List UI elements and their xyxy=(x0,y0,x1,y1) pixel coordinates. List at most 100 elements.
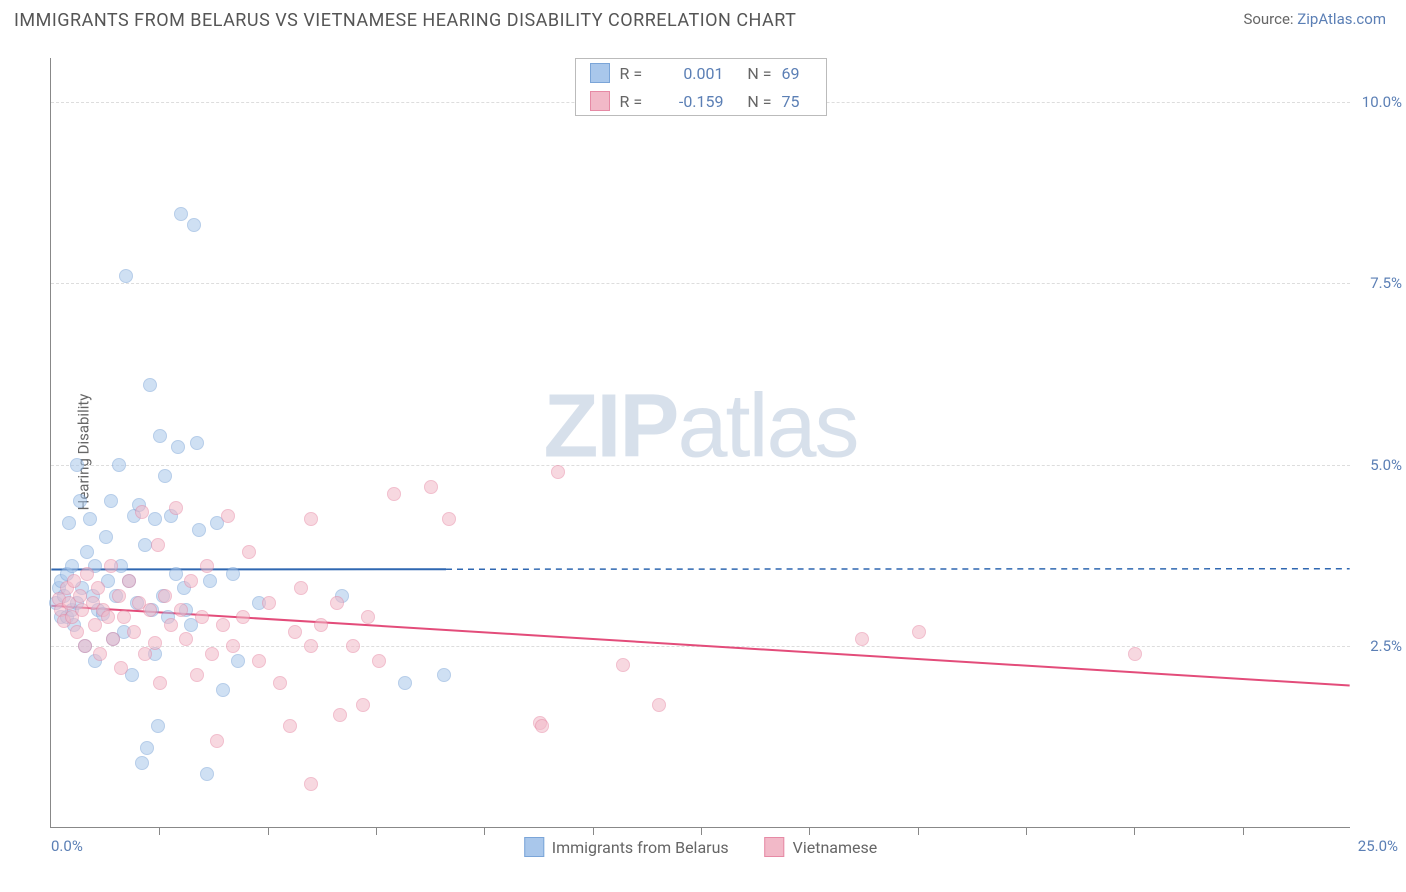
data-point-belarus xyxy=(119,269,133,283)
y-tick-label: 10.0% xyxy=(1362,93,1402,111)
n-label: N = xyxy=(738,92,772,111)
gridline xyxy=(51,646,1350,647)
data-point-belarus xyxy=(187,218,201,232)
r-value: 0.001 xyxy=(664,64,724,83)
y-axis-label: Hearing Disability xyxy=(74,394,92,511)
watermark: ZIPatlas xyxy=(543,376,857,479)
source-attribution: Source: ZipAtlas.com xyxy=(1243,10,1386,28)
r-label: R = xyxy=(620,64,654,83)
data-point-belarus xyxy=(192,523,206,537)
data-point-belarus xyxy=(169,567,183,581)
data-point-vietnamese xyxy=(148,636,162,650)
data-point-belarus xyxy=(158,469,172,483)
data-point-vietnamese xyxy=(205,647,219,661)
data-point-vietnamese xyxy=(73,589,87,603)
legend-item-vietnamese: Vietnamese xyxy=(765,837,878,857)
data-point-belarus xyxy=(200,767,214,781)
data-point-vietnamese xyxy=(216,618,230,632)
data-point-vietnamese xyxy=(424,480,438,494)
data-point-vietnamese xyxy=(442,512,456,526)
x-tick xyxy=(268,827,269,835)
n-label: N = xyxy=(738,64,772,83)
data-point-belarus xyxy=(148,512,162,526)
y-tick-label: 7.5% xyxy=(1370,274,1402,292)
n-value: 75 xyxy=(782,92,812,111)
x-tick xyxy=(809,827,810,835)
x-axis-max-label: 25.0% xyxy=(1358,837,1398,855)
legend-swatch xyxy=(765,837,785,857)
data-point-vietnamese xyxy=(288,625,302,639)
source-link[interactable]: ZipAtlas.com xyxy=(1297,10,1386,28)
data-point-vietnamese xyxy=(88,618,102,632)
data-point-vietnamese xyxy=(236,610,250,624)
data-point-vietnamese xyxy=(78,639,92,653)
data-point-vietnamese xyxy=(273,676,287,690)
data-point-vietnamese xyxy=(252,654,266,668)
data-point-vietnamese xyxy=(195,610,209,624)
legend-row-belarus: R =0.001N =69 xyxy=(576,59,826,87)
x-tick xyxy=(484,827,485,835)
data-point-belarus xyxy=(153,429,167,443)
data-point-vietnamese xyxy=(304,777,318,791)
data-point-vietnamese xyxy=(372,654,386,668)
data-point-vietnamese xyxy=(283,719,297,733)
x-tick xyxy=(1026,827,1027,835)
data-point-belarus xyxy=(437,668,451,682)
x-tick xyxy=(1243,827,1244,835)
legend-row-vietnamese: R =-0.159N =75 xyxy=(576,87,826,115)
legend-item-belarus: Immigrants from Belarus xyxy=(524,837,729,857)
data-point-belarus xyxy=(174,207,188,221)
data-point-vietnamese xyxy=(91,581,105,595)
data-point-belarus xyxy=(190,436,204,450)
legend-swatch xyxy=(590,63,610,83)
correlation-legend: R =0.001N =69R =-0.159N =75 xyxy=(575,58,827,116)
data-point-vietnamese xyxy=(158,589,172,603)
data-point-belarus xyxy=(398,676,412,690)
chart-title: IMMIGRANTS FROM BELARUS VS VIETNAMESE HE… xyxy=(14,10,796,31)
data-point-vietnamese xyxy=(535,719,549,733)
data-point-belarus xyxy=(73,494,87,508)
series-legend: Immigrants from Belarus Vietnamese xyxy=(524,837,878,857)
legend-label: Vietnamese xyxy=(793,838,878,857)
data-point-vietnamese xyxy=(200,559,214,573)
data-point-vietnamese xyxy=(912,625,926,639)
data-point-vietnamese xyxy=(221,509,235,523)
y-tick-label: 2.5% xyxy=(1370,637,1402,655)
data-point-vietnamese xyxy=(122,574,136,588)
x-tick xyxy=(701,827,702,835)
x-tick xyxy=(1134,827,1135,835)
data-point-vietnamese xyxy=(93,647,107,661)
data-point-vietnamese xyxy=(330,596,344,610)
data-point-belarus xyxy=(104,494,118,508)
data-point-belarus xyxy=(203,574,217,588)
data-point-vietnamese xyxy=(67,574,81,588)
data-point-belarus xyxy=(70,458,84,472)
data-point-vietnamese xyxy=(314,618,328,632)
data-point-vietnamese xyxy=(304,512,318,526)
data-point-vietnamese xyxy=(101,610,115,624)
y-tick-label: 5.0% xyxy=(1370,456,1402,474)
data-point-belarus xyxy=(143,378,157,392)
data-point-vietnamese xyxy=(184,574,198,588)
data-point-vietnamese xyxy=(855,632,869,646)
data-point-vietnamese xyxy=(616,658,630,672)
data-point-vietnamese xyxy=(652,698,666,712)
data-point-vietnamese xyxy=(304,639,318,653)
data-point-belarus xyxy=(171,440,185,454)
data-point-vietnamese xyxy=(361,610,375,624)
data-point-vietnamese xyxy=(151,538,165,552)
data-point-vietnamese xyxy=(127,625,141,639)
x-axis-min-label: 0.0% xyxy=(51,837,83,855)
data-point-vietnamese xyxy=(333,708,347,722)
r-value: -0.159 xyxy=(664,92,724,111)
data-point-vietnamese xyxy=(1128,647,1142,661)
data-point-belarus xyxy=(151,719,165,733)
data-point-belarus xyxy=(138,538,152,552)
data-point-vietnamese xyxy=(226,639,240,653)
data-point-vietnamese xyxy=(104,559,118,573)
data-point-belarus xyxy=(231,654,245,668)
data-point-belarus xyxy=(65,559,79,573)
trend-lines xyxy=(51,58,1350,827)
gridline xyxy=(51,283,1350,284)
x-tick xyxy=(159,827,160,835)
